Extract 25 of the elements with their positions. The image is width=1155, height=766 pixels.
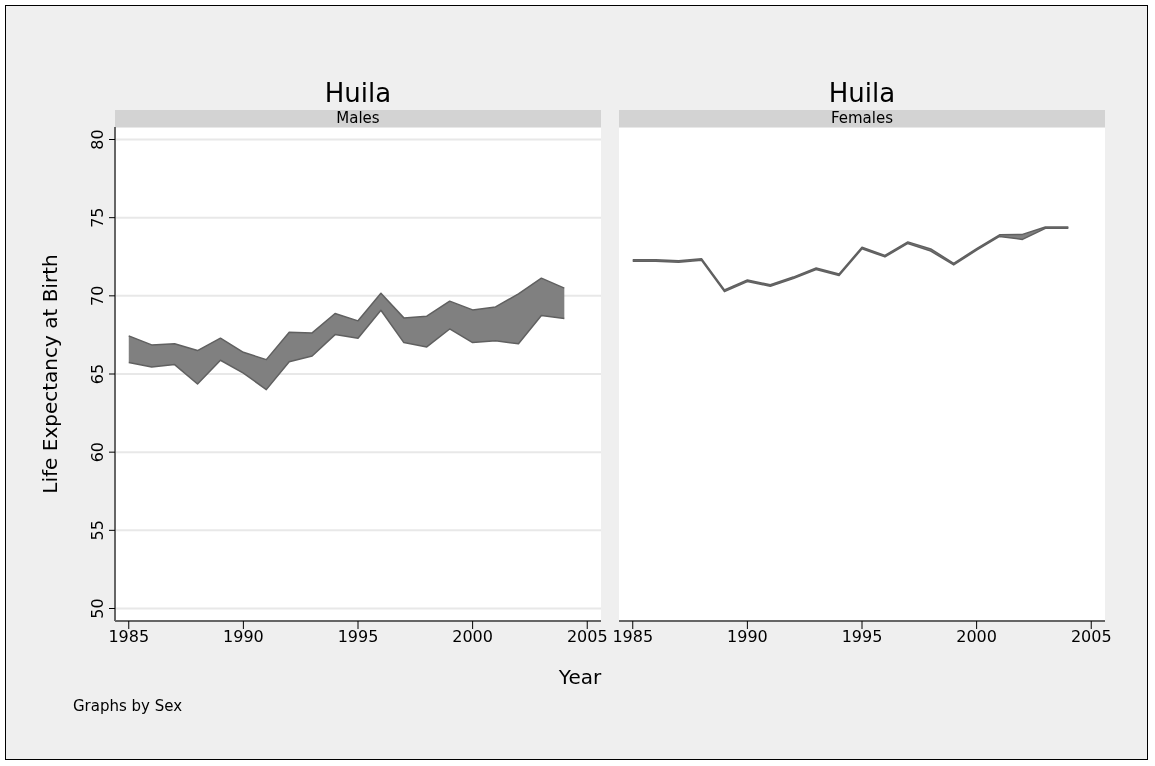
x-tick-label: 1985 bbox=[612, 627, 654, 647]
chart-title: Huila bbox=[827, 78, 897, 108]
text: Graphs by Sex bbox=[73, 697, 183, 715]
x-tick-label: 2005 bbox=[1070, 627, 1112, 647]
chart-subtitle: Males bbox=[115, 109, 601, 127]
x-axis-title: Year bbox=[557, 665, 603, 689]
chart-title: Huila bbox=[323, 78, 393, 108]
y-tick-label: 55 bbox=[88, 520, 107, 541]
x-tick-label: 2005 bbox=[566, 627, 608, 647]
y-tick-label: 50 bbox=[88, 598, 107, 619]
y-axis-title: Life Expectancy at Birth bbox=[38, 253, 62, 496]
x-tick-label: 1990 bbox=[223, 627, 264, 647]
x-tick-label: 2000 bbox=[956, 627, 997, 647]
line-series bbox=[128, 309, 566, 391]
y-tick-label: 60 bbox=[88, 441, 107, 463]
x-tick-label: 2000 bbox=[452, 627, 493, 647]
y-tick-label: 65 bbox=[88, 363, 107, 385]
y-tick-label: 75 bbox=[88, 207, 107, 228]
y-tick-label: 80 bbox=[88, 129, 107, 150]
x-tick-label: 1995 bbox=[337, 627, 379, 647]
x-tick-label: 1995 bbox=[841, 627, 883, 647]
x-tick-label: 1990 bbox=[727, 627, 768, 647]
chart-subtitle: Females bbox=[619, 109, 1105, 127]
x-tick-label: 1985 bbox=[108, 627, 150, 647]
y-tick-label: 70 bbox=[88, 285, 107, 307]
